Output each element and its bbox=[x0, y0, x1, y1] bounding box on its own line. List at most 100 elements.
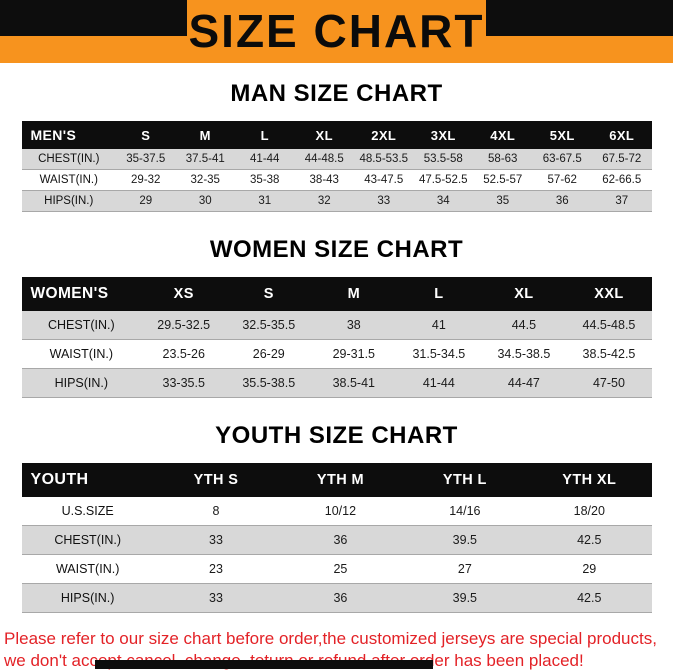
value-cell: 34 bbox=[413, 190, 473, 212]
value-cell: 52.5-57 bbox=[473, 169, 533, 191]
men-table-row: HIPS(IN.) 29 30 31 32 33 34 35 36 37 bbox=[21, 190, 652, 212]
value-cell: 36 bbox=[278, 525, 403, 555]
value-cell: 32-35 bbox=[175, 169, 235, 191]
men-size-column-header: L bbox=[235, 121, 295, 149]
value-cell: 27 bbox=[402, 554, 528, 584]
value-cell: 63-67.5 bbox=[532, 149, 592, 170]
section-heading-men: MAN SIZE CHART bbox=[230, 80, 443, 107]
value-cell: 29-32 bbox=[116, 169, 176, 191]
men-size-column-header: 4XL bbox=[473, 121, 533, 149]
youth-table-row: WAIST(IN.) 23 25 27 29 bbox=[21, 554, 652, 584]
women-table-row: HIPS(IN.) 33-35.5 35.5-38.5 38.5-41 41-44 44-… bbox=[21, 368, 652, 398]
value-cell: 58-63 bbox=[473, 149, 533, 170]
row-label: WAIST(IN.) bbox=[21, 339, 142, 369]
value-cell: 23 bbox=[153, 554, 279, 584]
value-cell: 29.5-32.5 bbox=[141, 311, 227, 340]
men-size-column-header: M bbox=[175, 121, 235, 149]
value-cell: 34.5-38.5 bbox=[481, 339, 567, 369]
size-chart-sections: MAN SIZE CHART MEN'S S M L XL 2XL 3XL 4XL 5XL 6XL C… bbox=[0, 80, 673, 613]
men-size-column-header: XL bbox=[294, 121, 354, 149]
value-cell: 35 bbox=[473, 190, 533, 212]
youth-table-header-row: YOUTH YTH S YTH M YTH L YTH XL bbox=[21, 463, 652, 497]
women-size-column-header: L bbox=[396, 277, 482, 311]
page-title: SIZE CHART bbox=[188, 5, 485, 57]
youth-size-column-header: YTH S bbox=[153, 463, 279, 497]
row-label: U.S.SIZE bbox=[21, 497, 154, 526]
banner: SIZE CHART bbox=[0, 0, 673, 63]
value-cell: 10/12 bbox=[278, 497, 403, 526]
section-heading-youth: YOUTH SIZE CHART bbox=[215, 422, 458, 449]
youth-size-column-header: YTH XL bbox=[527, 463, 652, 497]
women-table-header-row: WOMEN'S XS S M L XL XXL bbox=[21, 277, 652, 311]
youth-table-title-cell: YOUTH bbox=[21, 463, 154, 497]
value-cell: 31 bbox=[235, 190, 295, 212]
value-cell: 14/16 bbox=[402, 497, 528, 526]
value-cell: 33-35.5 bbox=[141, 368, 227, 398]
value-cell: 33 bbox=[153, 583, 279, 613]
value-cell: 35-37.5 bbox=[116, 149, 176, 170]
women-size-column-header: M bbox=[311, 277, 397, 311]
men-table-row: CHEST(IN.) 35-37.5 37.5-41 41-44 44-48.5 48.5… bbox=[21, 149, 652, 170]
value-cell: 35-38 bbox=[235, 169, 295, 191]
value-cell: 38-43 bbox=[294, 169, 354, 191]
section-heading-women: WOMEN SIZE CHART bbox=[209, 236, 464, 263]
women-size-table: WOMEN'S XS S M L XL XXL CHEST(IN.) 29.5-32.5 32.5… bbox=[21, 277, 652, 398]
value-cell: 41-44 bbox=[235, 149, 295, 170]
row-label: WAIST(IN.) bbox=[21, 169, 116, 191]
value-cell: 43-47.5 bbox=[354, 169, 414, 191]
value-cell: 29-31.5 bbox=[311, 339, 397, 369]
banner-corner-right-bar bbox=[486, 0, 673, 36]
row-label: HIPS(IN.) bbox=[21, 190, 116, 212]
value-cell: 37.5-41 bbox=[175, 149, 235, 170]
value-cell: 36 bbox=[532, 190, 592, 212]
value-cell: 67.5-72 bbox=[592, 149, 652, 170]
women-size-column-header: XS bbox=[141, 277, 227, 311]
value-cell: 53.5-58 bbox=[413, 149, 473, 170]
value-cell: 35.5-38.5 bbox=[226, 368, 312, 398]
women-size-column-header: S bbox=[226, 277, 312, 311]
youth-size-column-header: YTH L bbox=[402, 463, 528, 497]
row-label: HIPS(IN.) bbox=[21, 583, 154, 613]
row-label: HIPS(IN.) bbox=[21, 368, 142, 398]
value-cell: 47-50 bbox=[566, 368, 652, 398]
men-size-column-header: S bbox=[116, 121, 176, 149]
value-cell: 30 bbox=[175, 190, 235, 212]
women-table-title-cell: WOMEN'S bbox=[21, 277, 142, 311]
notice-line-1: Please refer to our size chart before or… bbox=[4, 629, 657, 648]
youth-table-row: CHEST(IN.) 33 36 39.5 42.5 bbox=[21, 525, 652, 555]
value-cell: 62-66.5 bbox=[592, 169, 652, 191]
value-cell: 33 bbox=[354, 190, 414, 212]
value-cell: 26-29 bbox=[226, 339, 312, 369]
banner-corner-left-bar bbox=[0, 0, 187, 36]
women-table-row: WAIST(IN.) 23.5-26 26-29 29-31.5 31.5-34.5 34… bbox=[21, 339, 652, 369]
value-cell: 32 bbox=[294, 190, 354, 212]
value-cell: 42.5 bbox=[527, 525, 652, 555]
value-cell: 44.5-48.5 bbox=[566, 311, 652, 340]
youth-size-column-header: YTH M bbox=[278, 463, 403, 497]
women-size-column-header: XL bbox=[481, 277, 567, 311]
value-cell: 44-47 bbox=[481, 368, 567, 398]
value-cell: 31.5-34.5 bbox=[396, 339, 482, 369]
men-size-column-header: 5XL bbox=[532, 121, 592, 149]
value-cell: 25 bbox=[278, 554, 403, 584]
value-cell: 32.5-35.5 bbox=[226, 311, 312, 340]
value-cell: 37 bbox=[592, 190, 652, 212]
value-cell: 38.5-41 bbox=[311, 368, 397, 398]
row-label: CHEST(IN.) bbox=[21, 311, 142, 340]
value-cell: 44.5 bbox=[481, 311, 567, 340]
value-cell: 39.5 bbox=[402, 525, 528, 555]
bottom-black-bar bbox=[95, 660, 433, 669]
value-cell: 48.5-53.5 bbox=[354, 149, 414, 170]
youth-table-row: HIPS(IN.) 33 36 39.5 42.5 bbox=[21, 583, 652, 613]
women-size-column-header: XXL bbox=[566, 277, 652, 311]
women-table-row: CHEST(IN.) 29.5-32.5 32.5-35.5 38 41 44.5 44.5… bbox=[21, 311, 652, 340]
value-cell: 39.5 bbox=[402, 583, 528, 613]
value-cell: 29 bbox=[527, 554, 652, 584]
value-cell: 41-44 bbox=[396, 368, 482, 398]
row-label: CHEST(IN.) bbox=[21, 149, 116, 170]
youth-size-table: YOUTH YTH S YTH M YTH L YTH XL U.S.SIZE 8 10/12… bbox=[21, 463, 652, 613]
men-size-column-header: 3XL bbox=[413, 121, 473, 149]
men-size-column-header: 6XL bbox=[592, 121, 652, 149]
value-cell: 47.5-52.5 bbox=[413, 169, 473, 191]
